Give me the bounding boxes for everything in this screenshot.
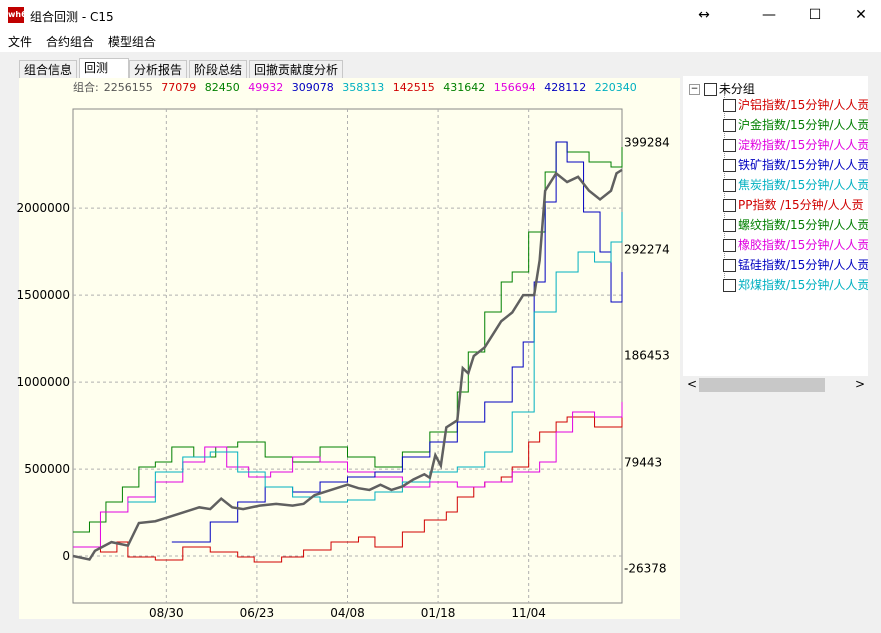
tab-portfolio-info[interactable]: 组合信息 xyxy=(19,60,78,79)
summary-label: 组合: xyxy=(73,81,99,94)
tree-horizontal-scrollbar[interactable]: < > xyxy=(683,376,868,394)
maximize-button[interactable]: ☐ xyxy=(808,7,822,23)
tree-item-label: 淀粉指数/15分钟/人人贡 xyxy=(738,138,868,152)
summary-value: 309078 xyxy=(291,81,334,94)
tree-item[interactable]: 沪铝指数/15分钟/人人贡 xyxy=(723,96,868,113)
summary-value: 49932 xyxy=(248,81,284,94)
tree-item-label: 锰硅指数/15分钟/人人贡 xyxy=(738,258,868,272)
checkbox-icon[interactable] xyxy=(723,99,736,112)
window-title: 组合回测 - C15 xyxy=(30,10,114,24)
checkbox-icon[interactable] xyxy=(723,239,736,252)
resize-icon[interactable]: ↔ xyxy=(698,7,710,23)
checkbox-icon[interactable] xyxy=(723,159,736,172)
portfolio-summary: 组合: 2256155 77079 82450 49932 309078 3583… xyxy=(73,79,642,95)
scroll-thumb[interactable] xyxy=(699,378,825,392)
summary-value: 358313 xyxy=(342,81,385,94)
summary-value: 428112 xyxy=(544,81,587,94)
summary-value: 220340 xyxy=(594,81,637,94)
tab-analysis-report[interactable]: 分析报告 xyxy=(129,60,188,79)
tree-root[interactable]: − 未分组 xyxy=(689,80,755,97)
app-icon: wh6 xyxy=(8,7,27,23)
menu-bar: 文件 合约组合 模型组合 xyxy=(0,30,881,52)
checkbox-icon[interactable] xyxy=(723,139,736,152)
contract-tree: − 未分组 沪铝指数/15分钟/人人贡 沪金指数/15分钟/人人贡 淀粉指数/15分… xyxy=(683,76,868,376)
tree-item[interactable]: 淀粉指数/15分钟/人人贡 xyxy=(723,136,868,153)
checkbox-icon[interactable] xyxy=(723,219,736,232)
close-button[interactable]: ✕ xyxy=(855,7,867,23)
summary-value: 142515 xyxy=(392,81,435,94)
menu-model-portfolio[interactable]: 模型组合 xyxy=(108,35,157,49)
checkbox-icon[interactable] xyxy=(703,83,717,96)
summary-value: 156694 xyxy=(493,81,536,94)
tree-item[interactable]: 焦炭指数/15分钟/人人贡 xyxy=(723,176,868,193)
title-bar: wh6 组合回测 - C15 ↔ — ☐ ✕ xyxy=(0,0,881,30)
minimize-button[interactable]: — xyxy=(762,7,776,23)
checkbox-icon[interactable] xyxy=(723,279,736,292)
checkbox-icon[interactable] xyxy=(723,119,736,132)
menu-file[interactable]: 文件 xyxy=(8,35,33,49)
summary-value: 82450 xyxy=(204,81,240,94)
tree-item-label: 铁矿指数/15分钟/人人贡 xyxy=(738,158,868,172)
tree-item[interactable]: 郑煤指数/15分钟/人人贡 xyxy=(723,276,868,293)
tree-item-label: 橡胶指数/15分钟/人人贡 xyxy=(738,238,868,252)
checkbox-icon[interactable] xyxy=(723,259,736,272)
tree-root-label: 未分组 xyxy=(718,82,755,96)
chart-panel xyxy=(19,78,680,619)
tab-backtest[interactable]: 回测 xyxy=(79,58,129,79)
tree-item-label: PP指数 /15分钟/人人贡 xyxy=(738,198,864,212)
tree-item-label: 沪金指数/15分钟/人人贡 xyxy=(738,118,868,132)
tree-item[interactable]: PP指数 /15分钟/人人贡 xyxy=(723,196,864,213)
checkbox-icon[interactable] xyxy=(723,179,736,192)
tab-drawdown-contribution[interactable]: 回撤贡献度分析 xyxy=(249,60,344,79)
summary-value: 77079 xyxy=(161,81,197,94)
tree-item-label: 郑煤指数/15分钟/人人贡 xyxy=(738,278,868,292)
tree-item[interactable]: 沪金指数/15分钟/人人贡 xyxy=(723,116,868,133)
right-edge xyxy=(868,76,881,633)
tree-item[interactable]: 锰硅指数/15分钟/人人贡 xyxy=(723,256,868,273)
summary-total: 2256155 xyxy=(103,81,153,94)
tab-stage-summary[interactable]: 阶段总结 xyxy=(189,60,248,79)
summary-value: 431642 xyxy=(443,81,486,94)
tree-item-label: 螺纹指数/15分钟/人人贡 xyxy=(738,218,868,232)
tree-item[interactable]: 螺纹指数/15分钟/人人贡 xyxy=(723,216,868,233)
tree-item-label: 沪铝指数/15分钟/人人贡 xyxy=(738,98,868,112)
collapse-icon[interactable]: − xyxy=(689,84,700,95)
tree-item[interactable]: 橡胶指数/15分钟/人人贡 xyxy=(723,236,868,253)
tree-item[interactable]: 铁矿指数/15分钟/人人贡 xyxy=(723,156,868,173)
menu-contract-portfolio[interactable]: 合约组合 xyxy=(46,35,95,49)
checkbox-icon[interactable] xyxy=(723,199,736,212)
tree-item-label: 焦炭指数/15分钟/人人贡 xyxy=(738,178,868,192)
scroll-right-icon[interactable]: > xyxy=(855,377,866,391)
scroll-left-icon[interactable]: < xyxy=(687,377,698,391)
